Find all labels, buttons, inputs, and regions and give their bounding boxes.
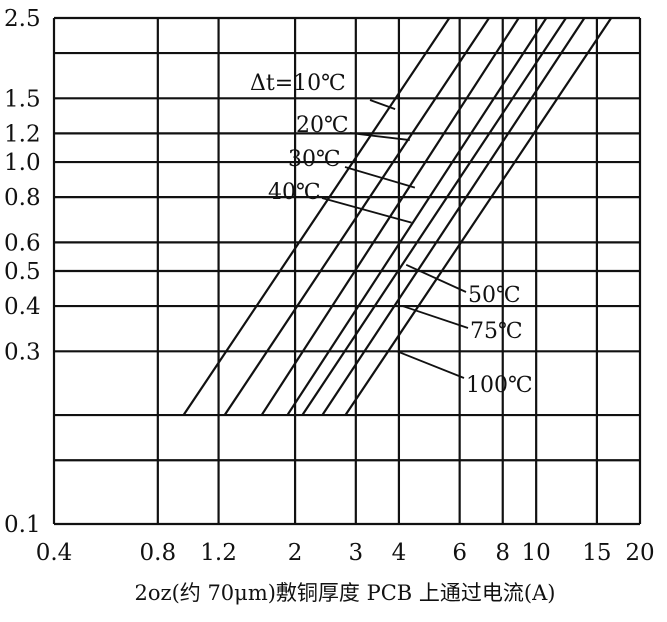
y-tick-label: 0.8 — [4, 185, 41, 211]
y-tick-label: 2.5 — [4, 6, 41, 32]
series-line — [182, 17, 451, 416]
x-axis-label: 2oz(约 70μm)敷铜厚度 PCB 上通过电流(A) — [135, 581, 556, 605]
x-tick-labels: 0.4 0.8 1.2 2 3 4 6 8 10 15 20 — [36, 540, 655, 566]
y-tick-label: 0.5 — [4, 259, 41, 285]
x-tick-label: 15 — [582, 540, 611, 566]
x-tick-label: 0.8 — [140, 540, 177, 566]
x-tick-label: 6 — [452, 540, 467, 566]
y-tick-labels: 0.1 0.3 0.4 0.5 0.6 0.8 1.0 1.2 1.5 2.5 — [4, 6, 41, 538]
annotation-leader — [369, 99, 396, 110]
x-tick-label: 4 — [392, 540, 407, 566]
x-tick-label: 0.4 — [36, 540, 73, 566]
annotation-label: 30℃ — [288, 147, 341, 172]
x-tick-label: 3 — [349, 540, 364, 566]
y-tick-label: 1.2 — [4, 121, 41, 147]
annotation-label: 20℃ — [296, 113, 349, 138]
y-tick-label: 0.1 — [4, 512, 41, 538]
series-line — [223, 17, 490, 416]
series-line — [286, 17, 548, 416]
annotation-label: 75℃ — [470, 319, 523, 344]
annotation-leader — [344, 166, 416, 189]
y-tick-label: 0.6 — [4, 230, 41, 256]
x-tick-label: 1.2 — [200, 540, 237, 566]
series-lines — [182, 17, 613, 416]
series-line — [344, 17, 613, 416]
x-tick-label: 2 — [288, 540, 303, 566]
horizontal-gridlines — [54, 16, 640, 526]
annotation-leaders — [321, 99, 469, 379]
y-tick-label: 1.5 — [4, 86, 41, 112]
annotation-label: 50℃ — [468, 283, 521, 308]
annotation-leader — [321, 197, 412, 224]
annotation-leader — [402, 305, 469, 329]
annotation-labels: Δt=10℃ 20℃ 30℃ 40℃ 50℃ 75℃ 100℃ — [250, 71, 533, 398]
y-tick-label: 1.0 — [4, 150, 41, 176]
annotation-leader — [349, 132, 410, 141]
y-tick-label: 0.4 — [4, 294, 41, 320]
series-line — [301, 17, 567, 416]
x-tick-label: 20 — [625, 540, 654, 566]
series-line — [321, 17, 586, 416]
annotation-leader — [405, 264, 467, 293]
annotation-label: 40℃ — [268, 180, 321, 205]
annotation-leader — [396, 350, 465, 379]
y-tick-label: 0.3 — [4, 339, 41, 365]
annotation-label: Δt=10℃ — [250, 71, 346, 96]
x-tick-label: 10 — [522, 540, 551, 566]
annotation-label: 100℃ — [466, 373, 533, 398]
x-tick-label: 8 — [495, 540, 510, 566]
